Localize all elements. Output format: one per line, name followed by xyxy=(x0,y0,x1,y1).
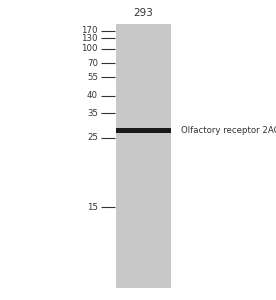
Bar xyxy=(116,24,171,288)
Text: 130: 130 xyxy=(81,34,98,43)
Text: Olfactory receptor 2AG1/2: Olfactory receptor 2AG1/2 xyxy=(181,126,276,135)
Bar xyxy=(116,128,171,133)
Text: 293: 293 xyxy=(134,8,153,19)
Text: 15: 15 xyxy=(87,202,98,211)
Text: 170: 170 xyxy=(81,26,98,35)
Text: 55: 55 xyxy=(87,73,98,82)
Text: 70: 70 xyxy=(87,58,98,68)
Text: 100: 100 xyxy=(81,44,98,53)
Text: 25: 25 xyxy=(87,134,98,142)
Text: 40: 40 xyxy=(87,92,98,100)
Text: 35: 35 xyxy=(87,109,98,118)
